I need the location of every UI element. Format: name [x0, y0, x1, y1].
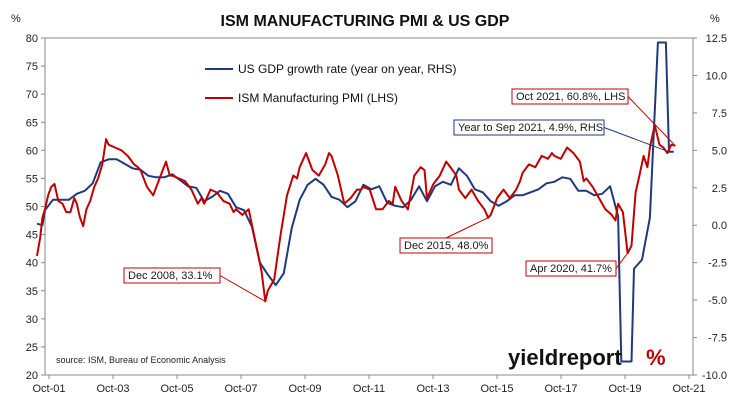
annotation-label: Apr 2020, 41.7%	[530, 263, 612, 275]
right-tick-label: 7.5	[712, 108, 727, 120]
source-note: source: ISM, Bureau of Economic Analysis	[56, 355, 226, 365]
x-tick-label: Oct-19	[608, 383, 641, 395]
left-tick-label: 70	[26, 89, 38, 101]
right-tick-label: 10.0	[706, 70, 727, 82]
right-tick-label: -7.5	[708, 333, 727, 345]
annotation-box	[123, 267, 221, 284]
logo-percent-mark: %	[646, 345, 666, 370]
annotation-leader-line	[603, 127, 670, 153]
logo-wordmark: yieldreport	[508, 345, 622, 370]
x-axis: Oct-01 Oct-03 Oct-05 Oct-07 Oct-09 Oct-11 Oct-…	[32, 375, 706, 395]
annotation-label: Year to Sep 2021, 4.9%, RHS	[458, 122, 603, 134]
x-tick-label: Oct-21	[672, 383, 705, 395]
left-tick-label: 40	[26, 258, 38, 270]
left-tick-label: 60	[26, 145, 38, 157]
annotation-box	[511, 88, 629, 105]
left-tick-label: 25	[26, 342, 38, 354]
right-axis-unit: %	[710, 13, 720, 25]
x-tick-label: Oct-11	[353, 383, 385, 395]
x-tick-label: Oct-05	[160, 383, 193, 395]
left-axis-unit: %	[11, 13, 21, 25]
x-tick-label: Oct-03	[96, 383, 129, 395]
left-tick-label: 55	[26, 173, 38, 185]
left-tick-label: 20	[26, 370, 38, 382]
annotation-box	[525, 260, 617, 277]
right-tick-label: 2.5	[712, 183, 727, 195]
x-tick-label: Oct-09	[288, 383, 321, 395]
left-axis: 20 25 30 35 40 45 50 55 60 65 70 75 80	[26, 33, 45, 382]
x-tick-label: Oct-01	[32, 383, 65, 395]
legend-label-gdp: US GDP growth rate (year on year, RHS)	[238, 62, 457, 76]
right-axis: -10.0 -7.5 -5.0 -2.5 0.0 2.5 5.0 7.5 10.0 12.5	[693, 33, 727, 382]
right-tick-label: 12.5	[706, 33, 727, 45]
annotation-leader-line	[219, 275, 266, 302]
left-tick-label: 35	[26, 286, 38, 298]
left-tick-label: 65	[26, 117, 38, 129]
left-tick-label: 45	[26, 230, 38, 242]
left-tick-label: 30	[26, 314, 38, 326]
annotation-label: Dec 2015, 48.0%	[404, 240, 489, 252]
left-tick-label: 80	[26, 33, 38, 45]
annotation-layer: Dec 2008, 33.1% Dec 2015, 48.0% Apr 2020, …	[123, 88, 676, 302]
yieldreport-logo: yieldreport %	[508, 345, 666, 370]
x-tick-label: Oct-13	[416, 383, 449, 395]
x-tick-label: Oct-17	[544, 383, 577, 395]
annotation-leader-line	[445, 217, 489, 239]
right-tick-label: 5.0	[712, 145, 727, 157]
right-tick-label: -10.0	[702, 370, 727, 382]
annotation-box	[399, 237, 493, 254]
right-tick-label: -2.5	[708, 258, 727, 270]
right-tick-label: 0.0	[712, 220, 727, 232]
left-tick-label: 75	[26, 61, 38, 73]
x-tick-label: Oct-07	[224, 383, 257, 395]
legend: US GDP growth rate (year on year, RHS) I…	[205, 62, 457, 105]
annotation-leader-line	[627, 96, 676, 147]
chart-title: ISM MANUFACTURING PMI & US GDP	[221, 13, 510, 30]
annotation-leader-line	[615, 252, 629, 269]
annotation-box	[453, 119, 605, 136]
series-layer	[36, 41, 676, 363]
annotation-label: Dec 2008, 33.1%	[128, 270, 213, 282]
series-line-pmi	[36, 124, 676, 303]
x-tick-label: Oct-15	[480, 383, 513, 395]
left-tick-label: 50	[26, 202, 38, 214]
annotation-label: Oct 2021, 60.8%, LHS	[516, 91, 625, 103]
legend-label-pmi: ISM Manufacturing PMI (LHS)	[238, 91, 398, 105]
right-tick-label: -5.0	[708, 295, 727, 307]
